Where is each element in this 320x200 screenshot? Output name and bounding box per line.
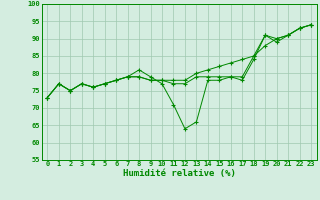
X-axis label: Humidité relative (%): Humidité relative (%) bbox=[123, 169, 236, 178]
